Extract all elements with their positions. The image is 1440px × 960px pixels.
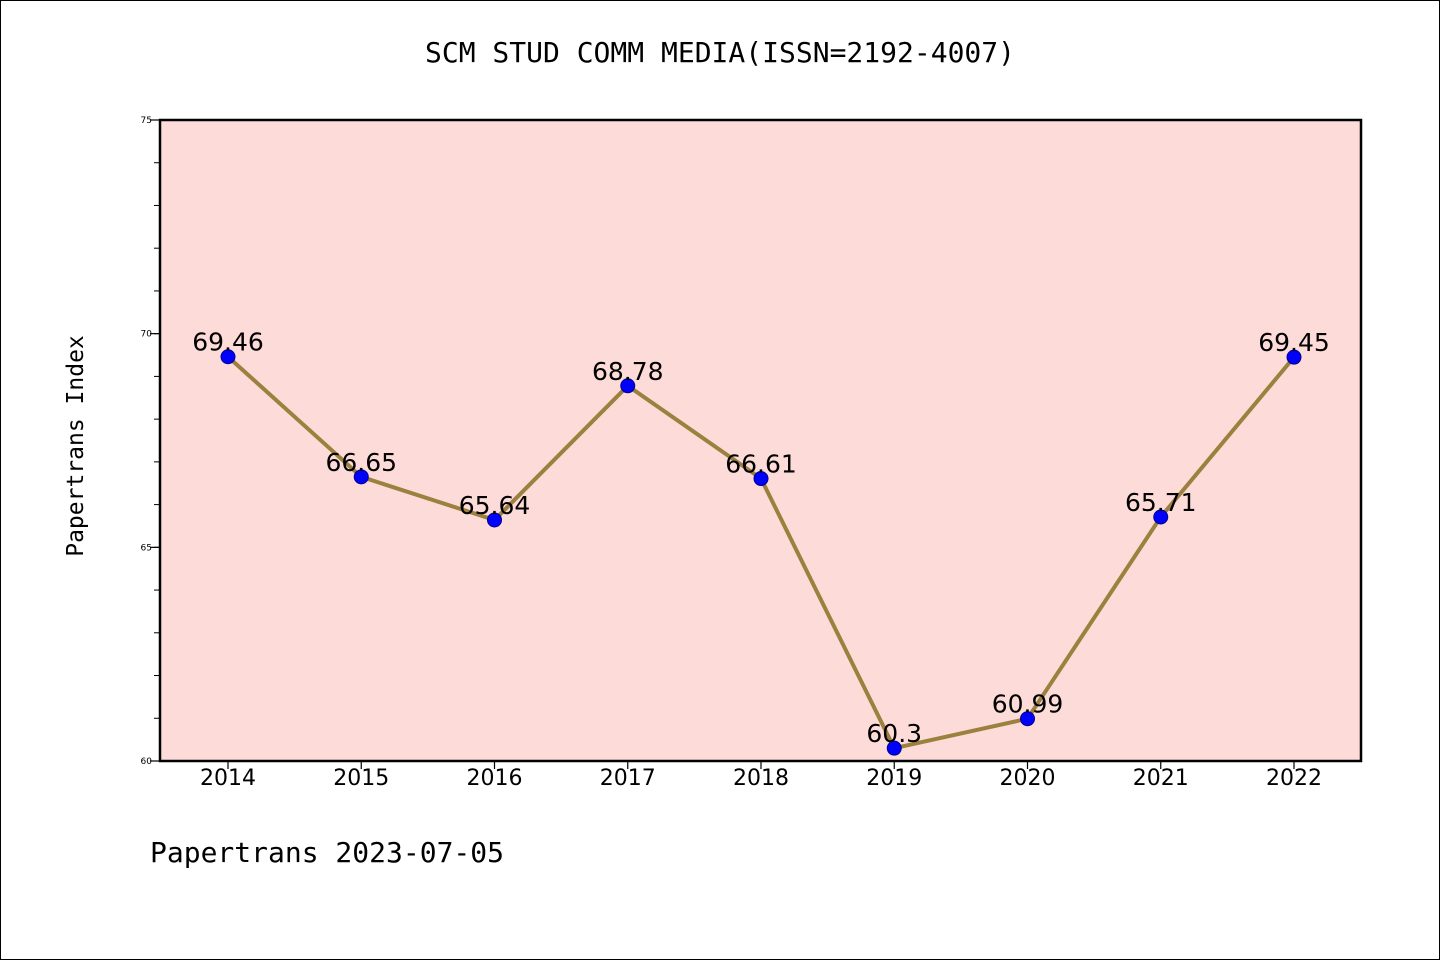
data-label: 65.64	[459, 491, 531, 520]
data-point	[353, 469, 369, 485]
data-point	[1020, 711, 1035, 727]
x-axis: 2014 2015 2016 2017 2018 2019 2020 2021 2022	[200, 761, 1322, 791]
plot-area	[160, 120, 1361, 761]
x-tick-label: 2015	[333, 766, 389, 791]
y-tick-label: 65	[141, 543, 152, 553]
y-tick-label: 70	[141, 330, 153, 340]
y-tick-label: 75	[141, 116, 152, 126]
data-label: 66.61	[725, 450, 797, 479]
x-tick-label: 2017	[600, 766, 656, 791]
x-tick-label: 2018	[733, 766, 789, 791]
y-axis: 60 65 70 75	[141, 116, 160, 767]
chart-title: SCM STUD COMM MEDIA(ISSN=2192-4007)	[424, 36, 1015, 69]
data-label: 60.99	[992, 690, 1064, 719]
x-tick-label: 2016	[467, 766, 523, 791]
data-label: 66.65	[325, 448, 397, 477]
data-label: 69.45	[1258, 328, 1330, 357]
footer-text: Papertrans 2023-07-05	[150, 836, 505, 869]
data-label: 60.3	[866, 719, 922, 748]
data-point	[753, 471, 769, 487]
data-point	[620, 378, 636, 394]
x-tick-label: 2020	[1000, 766, 1056, 791]
x-tick-label: 2022	[1266, 766, 1322, 791]
y-tick-label: 60	[141, 757, 153, 767]
x-tick-label: 2019	[866, 766, 922, 791]
plot-border	[158, 118, 1363, 763]
data-point	[1153, 509, 1169, 525]
data-point	[886, 740, 902, 756]
data-label: 69.46	[192, 328, 264, 357]
data-label: 68.78	[592, 357, 664, 386]
data-point	[1286, 349, 1302, 365]
series-layer: 69.46 66.65 65.64 68.78 66.61 60.3 60.99 65.71 6…	[192, 328, 1330, 756]
data-label: 65.71	[1125, 488, 1197, 517]
data-point	[487, 512, 502, 528]
x-tick-label: 2021	[1133, 766, 1189, 791]
data-point	[220, 349, 236, 365]
x-tick-label: 2014	[200, 766, 256, 791]
